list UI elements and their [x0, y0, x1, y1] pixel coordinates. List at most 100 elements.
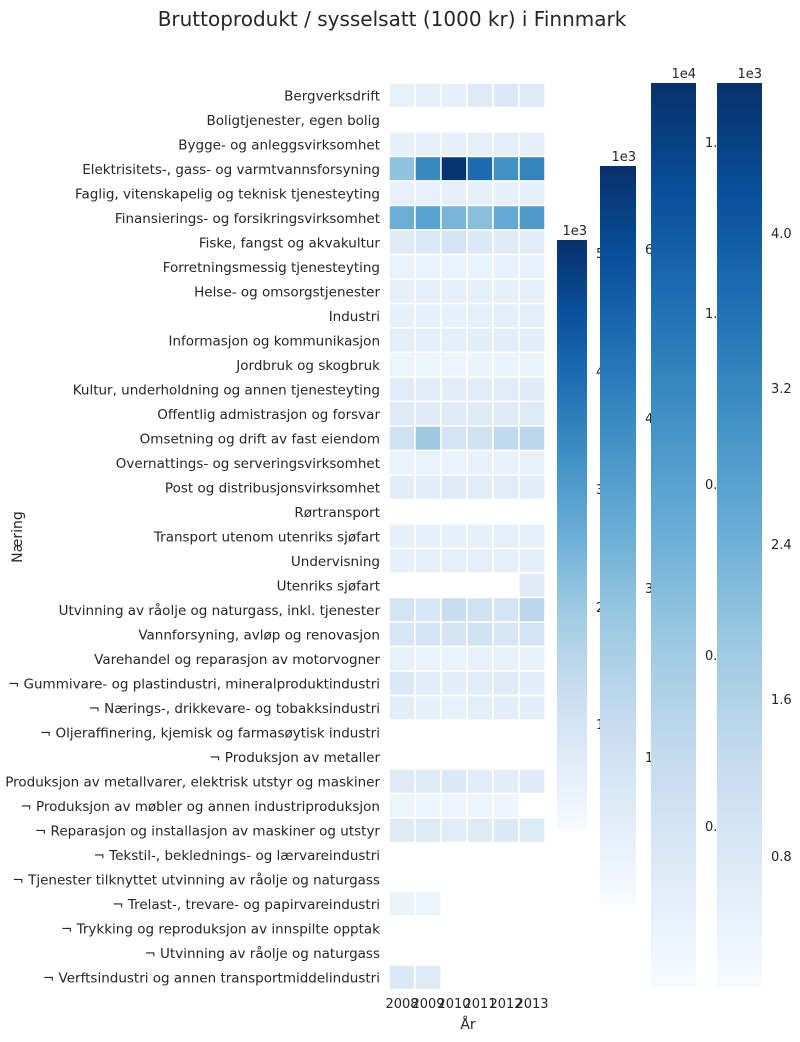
row-label: Utvinning av råolje og naturgass, inkl. … — [59, 602, 381, 619]
heatmap-cell — [492, 180, 520, 207]
row-label: ¬ Produksjon av metaller — [209, 750, 380, 766]
heatmap-cell — [518, 351, 546, 378]
heatmap-cell — [388, 694, 416, 721]
row-label: Overnattings- og serveringsvirksomhet — [116, 456, 380, 472]
heatmap-cell — [414, 351, 442, 378]
row-label: ¬ Verftsindustri og annen transportmidde… — [43, 970, 380, 986]
heatmap-cell — [388, 425, 416, 452]
row-label: Vannforsyning, avløp og renovasjon — [138, 627, 380, 643]
colorbar-gradient — [557, 240, 587, 830]
heatmap-cell — [518, 449, 546, 476]
heatmap-cell — [466, 131, 494, 158]
heatmap-cell — [518, 523, 546, 550]
heatmap-cell — [466, 302, 494, 329]
row-label: Rørtransport — [294, 505, 380, 521]
x-tick-label: 2012 — [489, 997, 522, 1012]
row-label: Jordbruk og skogbruk — [235, 358, 380, 374]
heatmap-cell — [414, 253, 442, 280]
heatmap-cell — [440, 792, 468, 819]
heatmap-cell — [440, 474, 468, 501]
colorbar: 1e3 0.8 1.6 2.4 3.2 4.0 — [717, 67, 792, 987]
colorbar: 1e40.250.500.751.001.25 — [651, 67, 734, 987]
heatmap-cell — [388, 547, 416, 574]
heatmap-cell — [492, 547, 520, 574]
heatmap-cell — [466, 523, 494, 550]
heatmap-cell — [414, 694, 442, 721]
heatmap-cell — [388, 768, 416, 795]
heatmap-cell — [492, 278, 520, 305]
heatmap-cell — [518, 621, 546, 648]
heatmap-cell — [414, 547, 442, 574]
heatmap-cell — [440, 425, 468, 452]
heatmap-cell — [388, 792, 416, 819]
heatmap-cell — [492, 400, 520, 427]
heatmap-cell — [388, 645, 416, 672]
heatmap-cell — [440, 253, 468, 280]
heatmap-cell — [492, 792, 520, 819]
heatmap-cell — [414, 131, 442, 158]
heatmap-cell — [518, 596, 546, 623]
heatmap-cell — [414, 792, 442, 819]
heatmap-cell — [414, 180, 442, 207]
row-label: Helse- og omsorgstjenester — [194, 284, 380, 300]
heatmap-cell — [414, 817, 442, 844]
heatmap-cell — [466, 645, 494, 672]
heatmap-cell — [518, 425, 546, 452]
row-label: Elektrisitets-, gass- og varmtvannsforsy… — [82, 162, 380, 178]
heatmap-cell — [414, 621, 442, 648]
heatmap-cell — [388, 596, 416, 623]
heatmap-cell — [414, 229, 442, 256]
heatmap-cell — [466, 327, 494, 354]
heatmap-cell — [518, 694, 546, 721]
row-label: Boligtjenester, egen bolig — [207, 113, 381, 129]
heatmap-cell — [414, 204, 442, 231]
colorbar-offset-label: 1e3 — [562, 224, 587, 239]
heatmap-cell — [466, 204, 494, 231]
heatmap-cell — [414, 155, 442, 182]
heatmap-cell — [440, 376, 468, 403]
heatmap-cell — [388, 817, 416, 844]
heatmap-cell — [518, 131, 546, 158]
heatmap-cell — [440, 694, 468, 721]
heatmap-cell — [492, 596, 520, 623]
heatmap-cell — [440, 155, 468, 182]
heatmap-cell — [492, 131, 520, 158]
colorbar-tick-label: 2.4 — [771, 538, 792, 553]
heatmap-cell — [518, 547, 546, 574]
heatmap-cell — [414, 964, 442, 991]
heatmap-cell — [414, 474, 442, 501]
heatmap-cell — [466, 180, 494, 207]
row-label: Fiske, fangst og akvakultur — [199, 235, 381, 251]
heatmap-cell — [466, 474, 494, 501]
heatmap-cell — [440, 670, 468, 697]
row-labels: Bergverksdrift Boligtjenester, egen bolig… — [0, 88, 380, 986]
heatmap-cell — [440, 400, 468, 427]
heatmap-cell — [492, 621, 520, 648]
x-tick-label: 2008 — [385, 997, 418, 1012]
heatmap-cell — [466, 155, 494, 182]
heatmap-cell — [414, 278, 442, 305]
heatmap-cell — [414, 768, 442, 795]
heatmap-cell — [466, 768, 494, 795]
heatmap-cell — [388, 302, 416, 329]
heatmap-cell — [388, 621, 416, 648]
heatmap-cell — [518, 327, 546, 354]
row-label: ¬ Trelast-, trevare- og papirvareindustr… — [112, 897, 380, 913]
heatmap-cell — [388, 449, 416, 476]
row-label: Undervisning — [291, 554, 380, 570]
x-tick-label: 2010 — [437, 997, 470, 1012]
row-label: ¬ Oljeraffinering, kjemisk og farmasøyti… — [40, 725, 380, 741]
heatmap-cell — [440, 817, 468, 844]
heatmap-cell — [492, 474, 520, 501]
y-axis-label: Næring — [10, 511, 26, 563]
heatmap-cell — [440, 278, 468, 305]
heatmap-cell — [388, 964, 416, 991]
heatmap-cell — [492, 670, 520, 697]
heatmap-cell — [440, 768, 468, 795]
heatmap-cell — [466, 694, 494, 721]
heatmap-cell — [388, 670, 416, 697]
heatmap-cell — [414, 523, 442, 550]
heatmap-cell — [388, 155, 416, 182]
heatmap-cell — [518, 82, 546, 109]
